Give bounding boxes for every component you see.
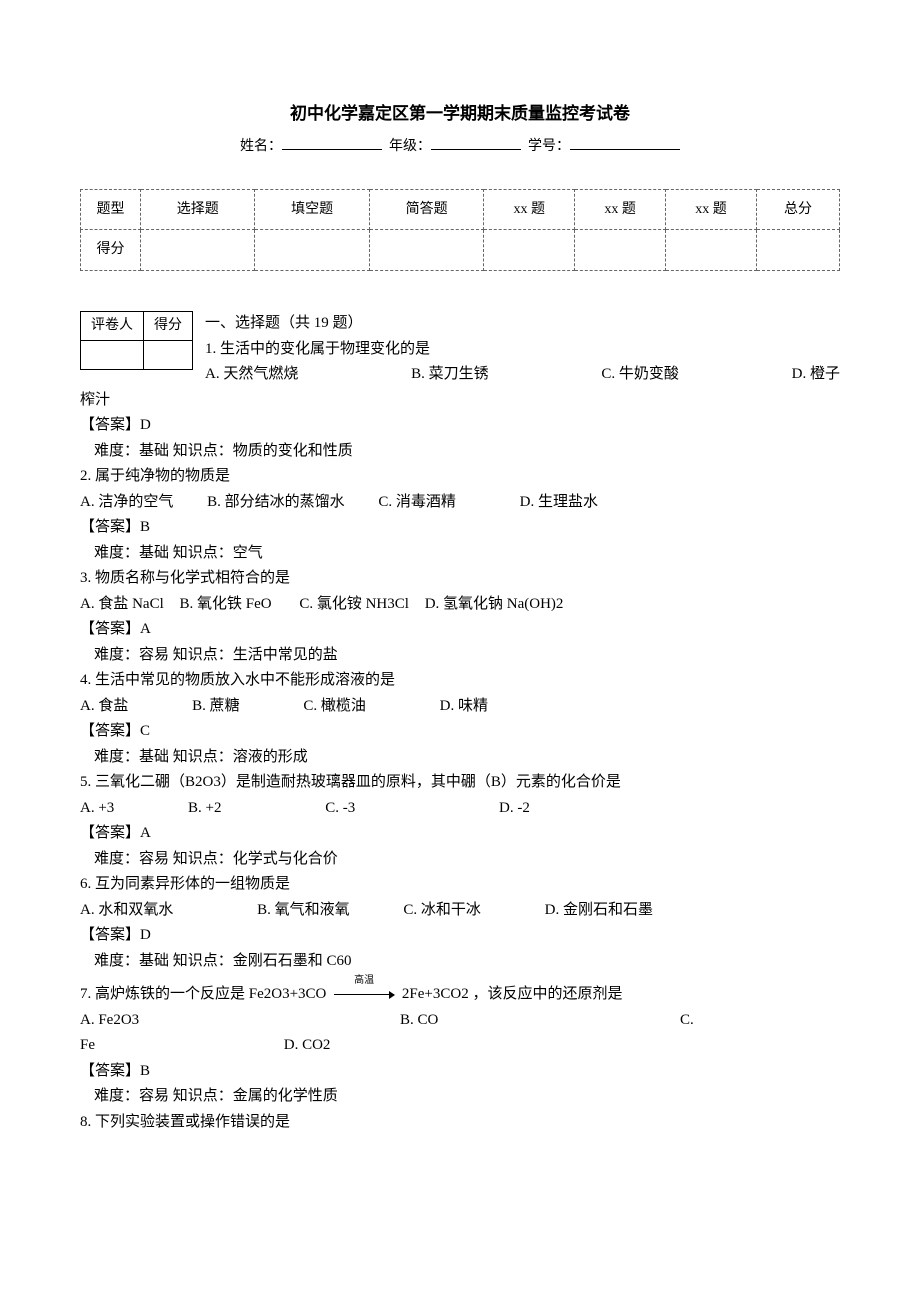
q4-opt-b: B. 蔗糖 — [192, 698, 240, 714]
q3-answer: 【答案】A — [80, 617, 840, 643]
q6-note: 难度：基础 知识点：金刚石石墨和 C60 — [94, 949, 840, 975]
q1-answer: 【答案】D — [80, 413, 840, 439]
grade-label: 年级： — [389, 139, 431, 154]
q2-opt-b: B. 部分结冰的蒸馏水 — [207, 494, 345, 510]
q1-opt-c: C. 牛奶变酸 — [601, 362, 679, 388]
exam-title: 初中化学嘉定区第一学期期末质量监控考试卷 — [80, 100, 840, 129]
table-row: 得分 — [81, 230, 840, 271]
q4-opt-c: C. 橄榄油 — [303, 698, 366, 714]
q3-note: 难度：容易 知识点：生活中常见的盐 — [94, 643, 840, 669]
cell: 简答题 — [369, 189, 483, 230]
q7-opt-a: A. Fe2O3 — [80, 1008, 400, 1034]
grader-blank — [81, 341, 144, 370]
q3-opt-b: B. 氧化铁 FeO — [180, 596, 272, 612]
cell: xx 题 — [575, 189, 666, 230]
q7-opt-c-prefix: C. — [680, 1008, 694, 1034]
q2-opt-a: A. 洁净的空气 — [80, 494, 173, 510]
grader-table: 评卷人 得分 — [80, 311, 193, 370]
q7-pre: 7. 高炉炼铁的一个反应是 Fe2O3+3CO — [80, 986, 326, 1002]
cell — [369, 230, 483, 271]
q7-opt-b: B. CO — [400, 1008, 680, 1034]
q3-options: A. 食盐 NaCl B. 氧化铁 FeO C. 氯化铵 NH3Cl D. 氢氧… — [80, 592, 840, 618]
q5-text: 5. 三氧化二硼（B2O3）是制造耐热玻璃器皿的原料，其中硼（B）元素的化合价是 — [80, 770, 840, 796]
cell — [575, 230, 666, 271]
grade-blank — [431, 136, 521, 150]
q6-opt-c: C. 冰和干冰 — [403, 902, 481, 918]
reaction-arrow: 高温 — [330, 982, 398, 1008]
q4-text: 4. 生活中常见的物质放入水中不能形成溶液的是 — [80, 668, 840, 694]
cell — [666, 230, 757, 271]
q1-opt-d-prefix: D. 橙子 — [792, 362, 840, 388]
arrow-condition-label: 高温 — [354, 972, 374, 989]
q3-opt-c: C. 氯化铵 NH3Cl — [299, 596, 409, 612]
table-row: 题型 选择题 填空题 简答题 xx 题 xx 题 xx 题 总分 — [81, 189, 840, 230]
q7-opt-c-value: Fe — [80, 1033, 280, 1059]
score-table: 题型 选择题 填空题 简答题 xx 题 xx 题 xx 题 总分 得分 — [80, 189, 840, 272]
q7-opt-d: D. CO2 — [284, 1037, 331, 1053]
q8-text: 8. 下列实验装置或操作错误的是 — [80, 1110, 840, 1136]
q6-opt-b: B. 氧气和液氧 — [257, 902, 350, 918]
q2-text: 2. 属于纯净物的物质是 — [80, 464, 840, 490]
q1-opt-a: A. 天然气燃烧 — [205, 362, 298, 388]
q6-opt-a: A. 水和双氧水 — [80, 902, 173, 918]
q4-opt-a: A. 食盐 — [80, 698, 128, 714]
name-label: 姓名： — [240, 139, 282, 154]
q6-opt-d: D. 金刚石和石墨 — [545, 902, 653, 918]
q7-text: 7. 高炉炼铁的一个反应是 Fe2O3+3CO 高温 2Fe+3CO2 ，该反应… — [80, 982, 840, 1008]
q5-note: 难度：容易 知识点：化学式与化合价 — [94, 847, 840, 873]
section-1-header: 一、选择题（共 19 题） — [80, 311, 840, 337]
q6-options: A. 水和双氧水 B. 氧气和液氧 C. 冰和干冰 D. 金刚石和石墨 — [80, 898, 840, 924]
grader-label: 评卷人 — [81, 312, 144, 341]
q7-options-line1: A. Fe2O3 B. CO C. — [80, 1008, 840, 1034]
q3-text: 3. 物质名称与化学式相符合的是 — [80, 566, 840, 592]
arrow-icon — [334, 994, 394, 995]
q7-options-line2: Fe D. CO2 — [80, 1033, 840, 1059]
grader-score-label: 得分 — [144, 312, 193, 341]
q7-post: 2Fe+3CO2 ，该反应中的还原剂是 — [402, 986, 623, 1002]
q1-opt-d-suffix: 榨汁 — [80, 388, 840, 414]
cell-type-label: 题型 — [81, 189, 141, 230]
cell: 总分 — [756, 189, 839, 230]
q6-answer: 【答案】D — [80, 923, 840, 949]
q5-opt-b: B. +2 — [188, 800, 221, 816]
q4-note: 难度：基础 知识点：溶液的形成 — [94, 745, 840, 771]
q2-note: 难度：基础 知识点：空气 — [94, 541, 840, 567]
cell: 填空题 — [255, 189, 369, 230]
q1-text: 1. 生活中的变化属于物理变化的是 — [80, 337, 840, 363]
q5-options: A. +3 B. +2 C. -3 D. -2 — [80, 796, 840, 822]
q5-opt-d: D. -2 — [499, 800, 530, 816]
cell-score-label: 得分 — [81, 230, 141, 271]
cell: xx 题 — [666, 189, 757, 230]
q2-options: A. 洁净的空气 B. 部分结冰的蒸馏水 C. 消毒酒精 D. 生理盐水 — [80, 490, 840, 516]
cell — [756, 230, 839, 271]
student-info-line: 姓名： 年级： 学号： — [80, 135, 840, 159]
q5-opt-c: C. -3 — [325, 800, 355, 816]
q6-text: 6. 互为同素异形体的一组物质是 — [80, 872, 840, 898]
q4-opt-d: D. 味精 — [440, 698, 488, 714]
q5-answer: 【答案】A — [80, 821, 840, 847]
cell — [141, 230, 255, 271]
q2-opt-d: D. 生理盐水 — [520, 494, 598, 510]
q4-answer: 【答案】C — [80, 719, 840, 745]
q2-opt-c: C. 消毒酒精 — [378, 494, 456, 510]
grader-score-blank — [144, 341, 193, 370]
q1-note: 难度：基础 知识点：物质的变化和性质 — [94, 439, 840, 465]
q3-opt-d: D. 氢氧化钠 Na(OH)2 — [425, 596, 564, 612]
cell: 选择题 — [141, 189, 255, 230]
q7-answer: 【答案】B — [80, 1059, 840, 1085]
q2-answer: 【答案】B — [80, 515, 840, 541]
q1-options: A. 天然气燃烧 B. 菜刀生锈 C. 牛奶变酸 D. 橙子 — [205, 362, 840, 388]
q3-opt-a: A. 食盐 NaCl — [80, 596, 164, 612]
q4-options: A. 食盐 B. 蔗糖 C. 橄榄油 D. 味精 — [80, 694, 840, 720]
id-label: 学号： — [528, 139, 570, 154]
id-blank — [570, 136, 680, 150]
cell: xx 题 — [484, 189, 575, 230]
q7-note: 难度：容易 知识点：金属的化学性质 — [94, 1084, 840, 1110]
q1-opt-b: B. 菜刀生锈 — [411, 362, 489, 388]
q5-opt-a: A. +3 — [80, 800, 114, 816]
cell — [255, 230, 369, 271]
cell — [484, 230, 575, 271]
name-blank — [282, 136, 382, 150]
